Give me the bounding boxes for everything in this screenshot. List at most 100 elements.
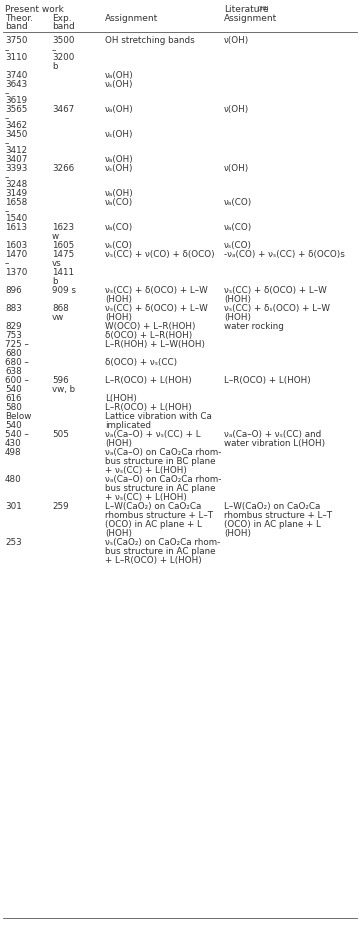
Text: 680 –: 680 – bbox=[5, 358, 29, 367]
Text: 1475: 1475 bbox=[52, 250, 74, 259]
Text: [38]: [38] bbox=[258, 5, 269, 10]
Text: + νₛ(CC) + L(HOH): + νₛ(CC) + L(HOH) bbox=[105, 493, 187, 502]
Text: Theor.: Theor. bbox=[5, 14, 33, 23]
Text: 3110: 3110 bbox=[5, 53, 27, 62]
Text: L–W(CaO₂) on CaO₂Ca: L–W(CaO₂) on CaO₂Ca bbox=[224, 502, 320, 511]
Text: νₛ(OH): νₛ(OH) bbox=[105, 80, 134, 89]
Text: Assignment: Assignment bbox=[224, 14, 277, 23]
Text: vw, b: vw, b bbox=[52, 385, 75, 394]
Text: νₛ(OH): νₛ(OH) bbox=[105, 164, 134, 173]
Text: (HOH): (HOH) bbox=[224, 529, 251, 538]
Text: 3565: 3565 bbox=[5, 105, 27, 114]
Text: vs: vs bbox=[52, 259, 62, 268]
Text: ν(OH): ν(OH) bbox=[224, 36, 249, 45]
Text: 909 s: 909 s bbox=[52, 286, 76, 295]
Text: L–R(OCO) + L(HOH): L–R(OCO) + L(HOH) bbox=[105, 376, 192, 385]
Text: 3619: 3619 bbox=[5, 96, 27, 105]
Text: 3500: 3500 bbox=[52, 36, 74, 45]
Text: 301: 301 bbox=[5, 502, 22, 511]
Text: 3462: 3462 bbox=[5, 121, 27, 130]
Text: νₐ(Ca–O) on CaO₂Ca rhom-: νₐ(Ca–O) on CaO₂Ca rhom- bbox=[105, 475, 221, 484]
Text: νₛ(CC) + δ(OCO) + L–W: νₛ(CC) + δ(OCO) + L–W bbox=[224, 286, 327, 295]
Text: rhombus structure + L–T: rhombus structure + L–T bbox=[105, 511, 213, 520]
Text: 480: 480 bbox=[5, 475, 22, 484]
Text: νₐ(CO): νₐ(CO) bbox=[105, 198, 133, 207]
Text: L(HOH): L(HOH) bbox=[105, 394, 137, 403]
Text: bus structure in AC plane: bus structure in AC plane bbox=[105, 547, 216, 556]
Text: 753: 753 bbox=[5, 331, 22, 340]
Text: 1411: 1411 bbox=[52, 268, 74, 277]
Text: νₐ(CO): νₐ(CO) bbox=[224, 223, 252, 232]
Text: νₛ(OH): νₛ(OH) bbox=[105, 130, 134, 139]
Text: 3266: 3266 bbox=[52, 164, 74, 173]
Text: 1605: 1605 bbox=[52, 241, 74, 250]
Text: –: – bbox=[5, 89, 9, 98]
Text: W(OCO) + L–R(HOH): W(OCO) + L–R(HOH) bbox=[105, 322, 196, 331]
Text: 3407: 3407 bbox=[5, 155, 27, 164]
Text: 3750: 3750 bbox=[5, 36, 27, 45]
Text: νₛ(CC) + ν(CO) + δ(OCO): νₛ(CC) + ν(CO) + δ(OCO) bbox=[105, 250, 215, 259]
Text: –: – bbox=[5, 173, 9, 182]
Text: 3740: 3740 bbox=[5, 71, 27, 80]
Text: (HOH): (HOH) bbox=[224, 313, 251, 322]
Text: 1470: 1470 bbox=[5, 250, 27, 259]
Text: (HOH): (HOH) bbox=[224, 295, 251, 304]
Text: ν(OH): ν(OH) bbox=[224, 164, 249, 173]
Text: 253: 253 bbox=[5, 538, 22, 547]
Text: OH stretching bands: OH stretching bands bbox=[105, 36, 195, 45]
Text: + L–R(OCO) + L(HOH): + L–R(OCO) + L(HOH) bbox=[105, 556, 202, 565]
Text: νₐ(Ca–O) + νₛ(CC) + L: νₐ(Ca–O) + νₛ(CC) + L bbox=[105, 430, 201, 439]
Text: L–W(CaO₂) on CaO₂Ca: L–W(CaO₂) on CaO₂Ca bbox=[105, 502, 201, 511]
Text: band: band bbox=[52, 22, 75, 31]
Text: bus structure in BC plane: bus structure in BC plane bbox=[105, 457, 216, 466]
Text: 1613: 1613 bbox=[5, 223, 27, 232]
Text: 616: 616 bbox=[5, 394, 22, 403]
Text: 3248: 3248 bbox=[5, 180, 27, 189]
Text: 596: 596 bbox=[52, 376, 69, 385]
Text: 1370: 1370 bbox=[5, 268, 27, 277]
Text: 883: 883 bbox=[5, 304, 22, 313]
Text: 540: 540 bbox=[5, 421, 22, 430]
Text: νₛ(CO): νₛ(CO) bbox=[105, 241, 133, 250]
Text: Below: Below bbox=[5, 412, 31, 421]
Text: (HOH): (HOH) bbox=[105, 529, 132, 538]
Text: νₐ(Ca–O) + νₛ(CC) and: νₐ(Ca–O) + νₛ(CC) and bbox=[224, 430, 321, 439]
Text: 430: 430 bbox=[5, 439, 22, 448]
Text: νₐ(CO): νₐ(CO) bbox=[224, 198, 252, 207]
Text: δ(OCO) + νₛ(CC): δ(OCO) + νₛ(CC) bbox=[105, 358, 177, 367]
Text: w: w bbox=[52, 232, 59, 241]
Text: L–R(HOH) + L–W(HOH): L–R(HOH) + L–W(HOH) bbox=[105, 340, 205, 349]
Text: –: – bbox=[5, 46, 9, 55]
Text: 680: 680 bbox=[5, 349, 22, 358]
Text: 3643: 3643 bbox=[5, 80, 27, 89]
Text: -νₐ(CO) + νₛ(CC) + δ(OCO)s: -νₐ(CO) + νₛ(CC) + δ(OCO)s bbox=[224, 250, 345, 259]
Text: (HOH): (HOH) bbox=[105, 439, 132, 448]
Text: 580: 580 bbox=[5, 403, 22, 412]
Text: νₛ(CC) + δ(OCO) + L–W: νₛ(CC) + δ(OCO) + L–W bbox=[105, 304, 208, 313]
Text: band: band bbox=[5, 22, 28, 31]
Text: 896: 896 bbox=[5, 286, 22, 295]
Text: rhombus structure + L–T: rhombus structure + L–T bbox=[224, 511, 332, 520]
Text: 600 –: 600 – bbox=[5, 376, 29, 385]
Text: νₐ(OH): νₐ(OH) bbox=[105, 71, 134, 80]
Text: b: b bbox=[52, 62, 57, 71]
Text: –: – bbox=[52, 46, 56, 55]
Text: –: – bbox=[5, 139, 9, 148]
Text: νₐ(OH): νₐ(OH) bbox=[105, 155, 134, 164]
Text: 1540: 1540 bbox=[5, 214, 27, 223]
Text: (OCO) in AC plane + L: (OCO) in AC plane + L bbox=[105, 520, 202, 529]
Text: νₛ(CC) + δ(OCO) + L–W: νₛ(CC) + δ(OCO) + L–W bbox=[105, 286, 208, 295]
Text: 3393: 3393 bbox=[5, 164, 27, 173]
Text: 3149: 3149 bbox=[5, 189, 27, 198]
Text: νₐ(OH): νₐ(OH) bbox=[105, 189, 134, 198]
Text: L–R(OCO) + L(HOH): L–R(OCO) + L(HOH) bbox=[224, 376, 311, 385]
Text: Lattice vibration with Ca: Lattice vibration with Ca bbox=[105, 412, 212, 421]
Text: + νₛ(CC) + L(HOH): + νₛ(CC) + L(HOH) bbox=[105, 466, 187, 475]
Text: 868: 868 bbox=[52, 304, 69, 313]
Text: 829: 829 bbox=[5, 322, 22, 331]
Text: (HOH): (HOH) bbox=[105, 295, 132, 304]
Text: (OCO) in AC plane + L: (OCO) in AC plane + L bbox=[224, 520, 321, 529]
Text: νₐ(Ca–O) on CaO₂Ca rhom-: νₐ(Ca–O) on CaO₂Ca rhom- bbox=[105, 448, 221, 457]
Text: 505: 505 bbox=[52, 430, 69, 439]
Text: bus structure in AC plane: bus structure in AC plane bbox=[105, 484, 216, 493]
